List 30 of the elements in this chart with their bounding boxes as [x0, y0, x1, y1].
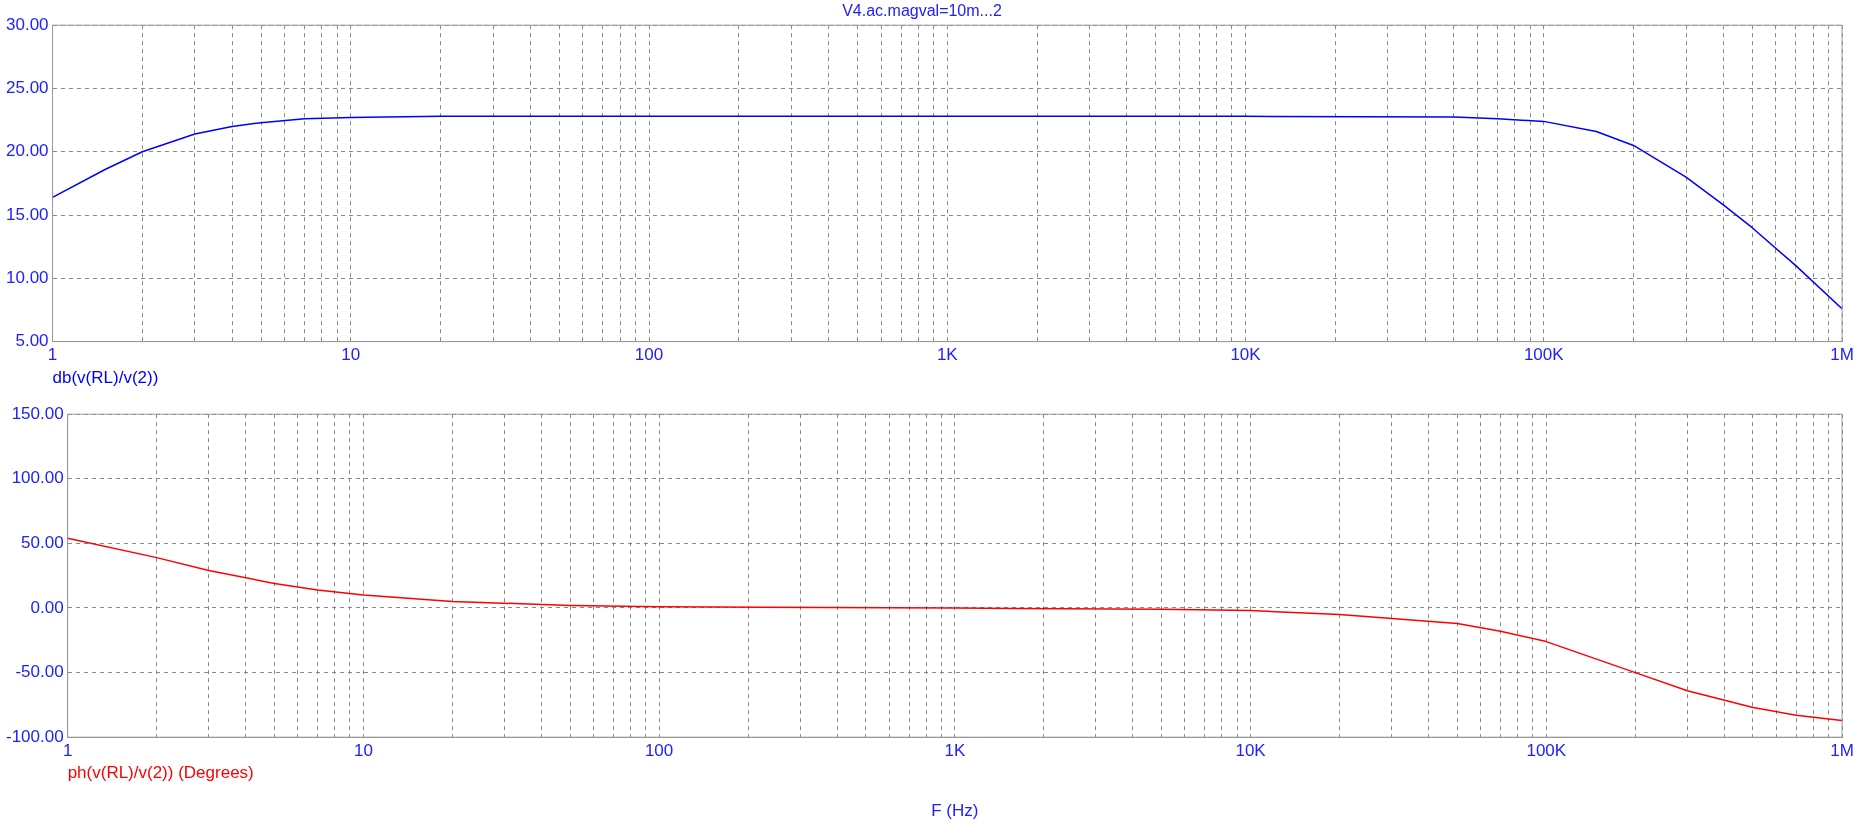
- y-tick-label: 150.00: [11, 403, 64, 423]
- y-tick-label: 15.00: [5, 204, 49, 224]
- y-tick-label: 25.00: [5, 78, 49, 98]
- chart-title: V4.ac.magval=10m...2: [842, 2, 1002, 20]
- y-tick-label: 100.00: [11, 468, 64, 488]
- y-tick-label: -100.00: [5, 726, 64, 746]
- x-tick-label: 100K: [1526, 741, 1567, 761]
- x-tick-label: 1K: [944, 741, 966, 761]
- x-tick-label: 100K: [1523, 345, 1565, 365]
- x-tick-label: 10: [341, 345, 361, 365]
- y-tick-label: 20.00: [5, 141, 49, 161]
- x-tick-label: 1M: [1830, 345, 1854, 365]
- x-tick-label: 1M: [1830, 741, 1854, 761]
- text: db(v(RL)/v(2)): [52, 367, 159, 387]
- x-tick-label: 100: [644, 741, 674, 761]
- text: ph(v(RL)/v(2)) (Degrees): [67, 763, 254, 783]
- x-tick-label: 10K: [1230, 345, 1262, 365]
- x-tick-label: 10K: [1235, 741, 1267, 761]
- x-axis-title: F (Hz): [931, 801, 979, 821]
- y-tick-label: 50.00: [21, 533, 64, 553]
- y-tick-label: 30.00: [5, 14, 49, 34]
- x-tick-label: 10: [353, 741, 373, 761]
- y-tick-label: 5.00: [15, 331, 49, 351]
- x-tick-label: 1: [62, 741, 73, 761]
- x-tick-label: 1K: [936, 345, 959, 365]
- x-tick-label: 1: [47, 345, 58, 365]
- y-tick-label: -50.00: [15, 662, 64, 682]
- x-tick-label: 100: [634, 345, 664, 365]
- y-tick-label: 10.00: [5, 268, 49, 288]
- y-tick-label: 0.00: [30, 597, 64, 617]
